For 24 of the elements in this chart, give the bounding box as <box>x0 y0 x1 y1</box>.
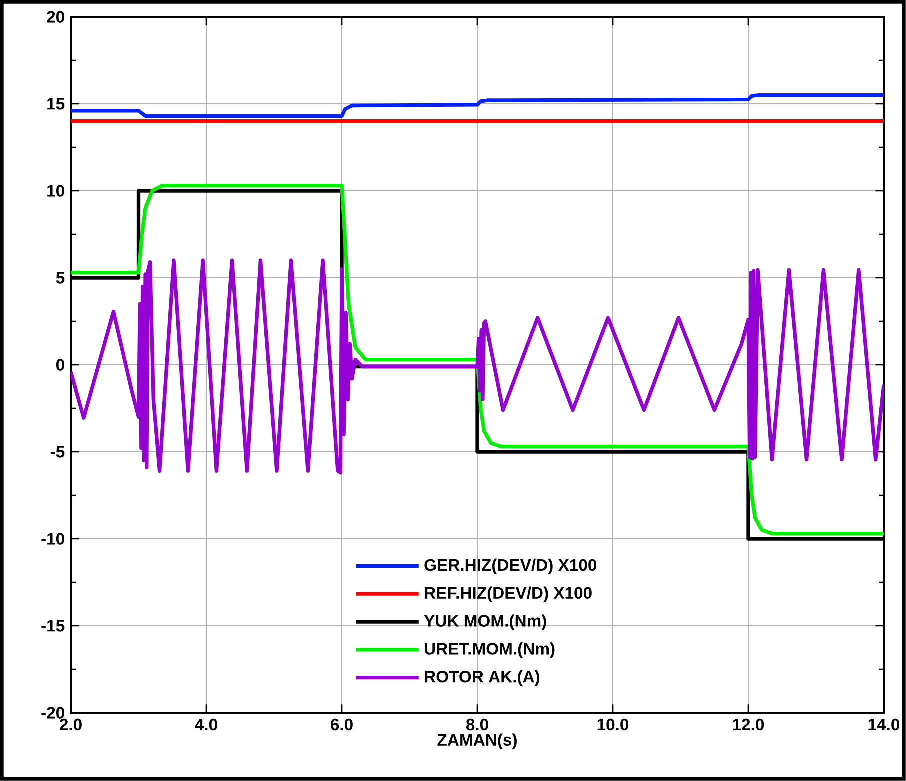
x-tick-label: 14.0 <box>868 718 900 731</box>
y-tick-label: -10 <box>42 533 64 545</box>
y-tick-label: 20 <box>47 11 64 23</box>
x-tick-label: 10.0 <box>598 718 629 731</box>
line-series <box>71 93 884 118</box>
y-tick-label: -15 <box>42 620 65 632</box>
x-tick-label: 6.0 <box>331 718 353 731</box>
legend-label: ROTOR AK.(A) <box>425 670 540 686</box>
y-tick-label: 0 <box>56 359 64 371</box>
y-tick-label: -20 <box>42 707 64 719</box>
legend-label: URET.MOM.(Nm) <box>425 642 555 658</box>
x-tick-label: 8.0 <box>466 718 488 731</box>
x-axis-title: ZAMAN(s) <box>438 734 517 750</box>
y-tick-label: 10 <box>48 185 64 197</box>
y-tick-label: 15 <box>48 98 65 110</box>
y-tick-label: -5 <box>50 446 65 458</box>
legend-label: REF.HIZ(DEV/D) X100 <box>425 586 592 602</box>
x-tick-label: 12.0 <box>733 718 764 731</box>
x-tick-label: 2.0 <box>60 718 82 731</box>
legend-label: GER.HIZ(DEV/D) X100 <box>424 558 597 574</box>
legend-label: YUK MOM.(Nm) <box>424 614 546 630</box>
y-tick-label: 5 <box>56 272 65 284</box>
x-tick-label: 4.0 <box>195 718 218 731</box>
line-series <box>71 258 884 475</box>
